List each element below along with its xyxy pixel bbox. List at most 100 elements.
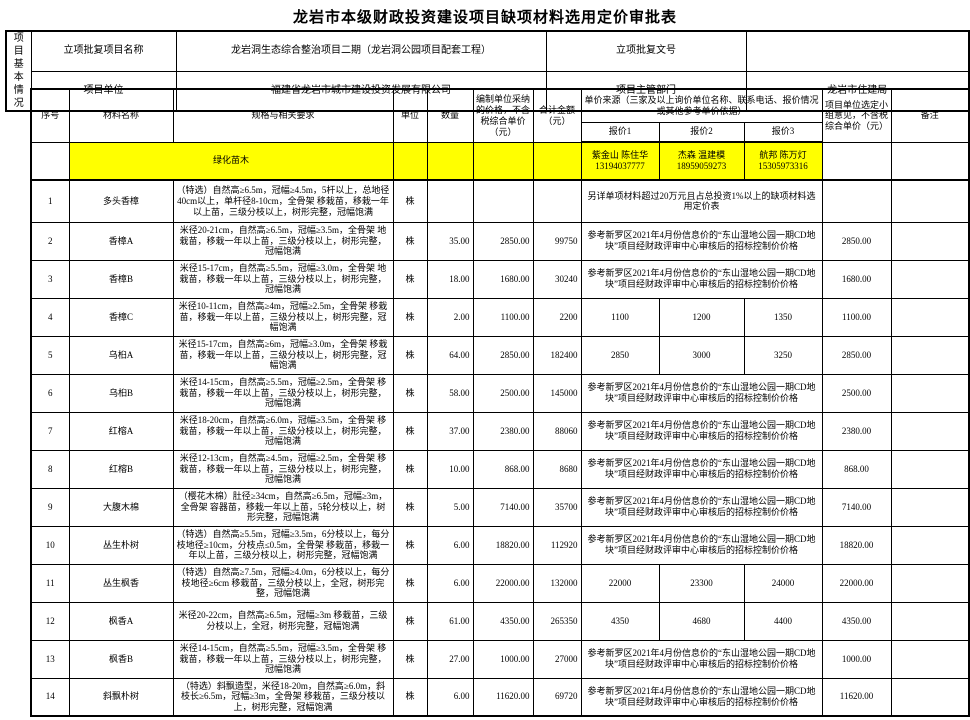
cell-material-name: 斜飘朴树 [68, 677, 174, 717]
cell-qty: 37.00 [426, 411, 474, 451]
cell-unit: 株 [392, 335, 428, 375]
quote1-vendor-phone: 13194037777 [595, 161, 645, 171]
cell-price: 4350.00 [472, 601, 534, 641]
cell-total: 132000 [532, 563, 582, 603]
cell-total: 99750 [532, 221, 582, 261]
cell-opinion: 2380.00 [821, 411, 892, 451]
info-label-approval-number: 立项批复文号 [545, 30, 747, 72]
cell-material-name: 枫香A [68, 601, 174, 641]
cell-unit: 株 [392, 525, 428, 565]
category-name-cell: 绿化苗木 [68, 141, 394, 181]
category-total-cell [532, 141, 582, 181]
cell-remark [890, 411, 970, 451]
cell-price: 2380.00 [472, 411, 534, 451]
cell-quote-note: 参考新罗区2021年4月份信息价的“东山湿地公园一期CD地块”项目经财政评审中心… [580, 373, 823, 413]
cell-unit: 株 [392, 601, 428, 641]
cell-total: 8680 [532, 449, 582, 489]
cell-unit: 株 [392, 179, 428, 223]
cell-quote-note: 参考新罗区2021年4月份信息价的“东山湿地公园一期CD地块”项目经财政评审中心… [580, 487, 823, 527]
cell-opinion: 11620.00 [821, 677, 892, 717]
category-price-cell [472, 141, 534, 181]
cell-quote-note: 参考新罗区2021年4月份信息价的“东山湿地公园一期CD地块”项目经财政评审中心… [580, 525, 823, 565]
cell-spec: 米径14-15cm，自然高≥5.5m，冠幅≥3.5m，全骨架 移栽苗，移栽一年以… [172, 639, 394, 679]
table-row: 10 丛生朴树 （特选）自然高≥5.5m，冠幅≥3.5m，6分枝以上，每分枝地径≥1… [30, 525, 970, 565]
cell-remark [890, 221, 970, 261]
table-row: 14 斜飘朴树 （特选）斜飘造型，米径18-20m，自然高≥6.0m，斜枝长≥6.5… [30, 677, 970, 717]
cell-remark [890, 563, 970, 603]
table-row: 5 乌桕A 米径15-17cm，自然高≥6m，冠幅≥3.0m，全骨架 移栽苗，移栽一… [30, 335, 970, 375]
col-header-quote2: 报价2 [658, 121, 745, 143]
table-row: 8 红榕B 米径12-13cm，自然高≥4.5m，冠幅≥2.5m，全骨架 移栽苗，移… [30, 449, 970, 489]
cell-opinion: 18820.00 [821, 525, 892, 565]
cell-quote-note: 参考新罗区2021年4月份信息价的“东山湿地公园一期CD地块”项目经财政评审中心… [580, 449, 823, 489]
cell-total: 27000 [532, 639, 582, 679]
cell-total: 30240 [532, 259, 582, 299]
cell-quote-note: 参考新罗区2021年4月份信息价的“东山湿地公园一期CD地块”项目经财政评审中心… [580, 677, 823, 717]
cell-quote1: 22000 [580, 563, 660, 603]
cell-opinion: 22000.00 [821, 563, 892, 603]
cell-price: 2850.00 [472, 221, 534, 261]
cell-unit: 株 [392, 411, 428, 451]
quote3-vendor-cell: 航邦 陈万灯 15305973316 [743, 141, 823, 181]
cell-spec: 米径20-21cm，自然高≥6.5m，冠幅≥3.5m，全骨架 地栽苗，移栽一年以… [172, 221, 394, 261]
cell-quote3: 3250 [743, 335, 823, 375]
cell-price: 1100.00 [472, 297, 534, 337]
cell-spec: 米径20-22cm，自然高≥6.5m，冠幅≥3m 移栽苗，三级分枝以上，全冠，树… [172, 601, 394, 641]
cell-unit: 株 [392, 449, 428, 489]
cell-qty: 58.00 [426, 373, 474, 413]
category-unit-cell [392, 141, 428, 181]
info-row-1: 项目基本情况 立项批复项目名称 龙岩洞生态综合整治项目二期（龙岩洞公园项目配套工… [5, 30, 970, 112]
cell-spec: （特选）斜飘造型，米径18-20m，自然高≥6.0m，斜枝长≥6.5m，冠幅≥3… [172, 677, 394, 717]
category-seq-cell [30, 141, 70, 181]
cell-qty: 64.00 [426, 335, 474, 375]
cell-quote3: 4400 [743, 601, 823, 641]
category-remark-cell [890, 141, 970, 181]
cell-remark [890, 639, 970, 679]
cell-unit: 株 [392, 297, 428, 337]
cell-remark [890, 179, 970, 223]
cell-qty: 35.00 [426, 221, 474, 261]
table-row: 2 香樟A 米径20-21cm，自然高≥6.5m，冠幅≥3.5m，全骨架 地栽苗，移… [30, 221, 970, 261]
cell-remark [890, 335, 970, 375]
cell-spec: 米径14-15cm，自然高≥5.5m，冠幅≥2.5m，全骨架 移栽苗，移栽一年以… [172, 373, 394, 413]
quote2-vendor-name: 杰森 温建模 [677, 150, 726, 161]
cell-total: 2200 [532, 297, 582, 337]
cell-quote1: 2850 [580, 335, 660, 375]
cell-material-name: 大腹木棉 [68, 487, 174, 527]
cell-spec: （特选）自然高≥5.5m，冠幅≥3.5m，6分枝以上，每分枝地径≥10cm，分枝… [172, 525, 394, 565]
table-row: 12 枫香A 米径20-22cm，自然高≥6.5m，冠幅≥3m 移栽苗，三级分枝以上… [30, 601, 970, 641]
cell-seq: 3 [30, 259, 70, 299]
cell-qty [426, 179, 474, 223]
cell-seq: 14 [30, 677, 70, 717]
cell-total: 35700 [532, 487, 582, 527]
cell-unit: 株 [392, 259, 428, 299]
cell-quote-note: 参考新罗区2021年4月份信息价的“东山湿地公园一期CD地块”项目经财政评审中心… [580, 639, 823, 679]
cell-quote3: 24000 [743, 563, 823, 603]
cell-remark [890, 449, 970, 489]
cell-total [532, 179, 582, 223]
table-row: 11 丛生枫香 （特选）自然高≥7.5m，冠幅≥4.0m，6分枝以上，每分枝地径≥6… [30, 563, 970, 603]
cell-material-name: 枫香B [68, 639, 174, 679]
col-header-price: 编制单位采纳的价格，不含税综合单价（元） [472, 88, 534, 143]
col-header-spec: 规格与相关要求 [172, 88, 394, 143]
cell-qty: 18.00 [426, 259, 474, 299]
info-value-project-name: 龙岩洞生态综合整治项目二期（龙岩洞公园项目配套工程） [175, 30, 547, 72]
cell-quote-note: 参考新罗区2021年4月份信息价的“东山湿地公园一期CD地块”项目经财政评审中心… [580, 411, 823, 451]
cell-total: 145000 [532, 373, 582, 413]
col-header-total: 合计金额（元） [532, 88, 582, 143]
cell-price: 2500.00 [472, 373, 534, 413]
cell-remark [890, 373, 970, 413]
cell-price: 7140.00 [472, 487, 534, 527]
cell-qty: 6.00 [426, 563, 474, 603]
quote2-vendor-cell: 杰森 温建模 18959059273 [658, 141, 745, 181]
cell-spec: 米径15-17cm，自然高≥5.5m，冠幅≥3.0m，全骨架 地栽苗，移栽一年以… [172, 259, 394, 299]
table-header: 序号 材料名称 规格与相关要求 单位 数量 编制单位采纳的价格，不含税综合单价（… [30, 88, 970, 143]
col-header-unit: 单位 [392, 88, 428, 143]
cell-remark [890, 487, 970, 527]
cell-unit: 株 [392, 677, 428, 717]
cell-seq: 4 [30, 297, 70, 337]
cell-seq: 1 [30, 179, 70, 223]
cell-total: 69720 [532, 677, 582, 717]
cell-material-name: 香樟B [68, 259, 174, 299]
cell-remark [890, 601, 970, 641]
